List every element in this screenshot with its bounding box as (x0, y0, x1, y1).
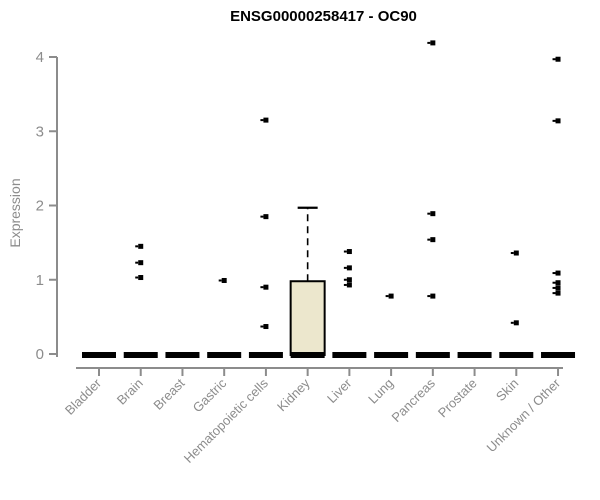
box-median-zero-bar (290, 352, 325, 358)
outlier-point-tick (135, 261, 139, 264)
x-category-label: Bladder (62, 375, 105, 418)
outlier-point-tick (427, 41, 431, 44)
box-median-zero-bar (332, 352, 367, 358)
outlier-point-tick (552, 58, 556, 61)
outlier-point-tick (135, 245, 139, 248)
box-median-zero-bar (123, 352, 158, 358)
outlier-point (555, 270, 561, 276)
box-median-zero-bar (457, 352, 492, 358)
x-category-label: Lung (365, 376, 396, 407)
x-category-label: Breast (150, 375, 187, 412)
outlier-point (346, 277, 352, 283)
outlier-point-tick (427, 295, 431, 298)
box-median-zero-bar (207, 352, 242, 358)
outlier-point-tick (343, 250, 347, 253)
outlier-point (555, 290, 561, 296)
box-median-zero-bar (165, 352, 200, 358)
outlier-point (138, 275, 144, 281)
outlier-point (430, 211, 436, 217)
x-category-label: Pancreas (389, 375, 439, 425)
outlier-point-tick (552, 292, 556, 295)
outlier-point-tick (260, 119, 264, 122)
outlier-point-tick (343, 278, 347, 281)
y-tick-label: 1 (36, 272, 44, 289)
outlier-point (555, 118, 561, 124)
outlier-point (555, 280, 561, 286)
outlier-point-tick (552, 281, 556, 284)
y-tick-label: 2 (36, 198, 44, 215)
outlier-point-tick (510, 321, 514, 324)
outlier-point-tick (260, 286, 264, 289)
outlier-point-tick (427, 212, 431, 215)
box-iqr (289, 280, 326, 356)
outlier-point-tick (510, 252, 514, 255)
outlier-point-tick (427, 238, 431, 241)
x-category-label: Unknown / Other (484, 375, 564, 455)
outlier-point-tick (552, 286, 556, 289)
x-category-label: Kidney (274, 375, 313, 414)
outlier-point (346, 282, 352, 288)
outlier-point-tick (552, 272, 556, 275)
outlier-point-tick (385, 295, 389, 298)
outlier-point (263, 284, 269, 290)
x-category-label: Skin (493, 376, 521, 404)
box-median-zero-bar (248, 352, 283, 358)
x-category-label: Brain (114, 376, 146, 408)
outlier-point-tick (343, 283, 347, 286)
outlier-point (263, 117, 269, 123)
y-tick-label: 0 (36, 346, 44, 363)
outlier-point (346, 249, 352, 255)
y-tick-label: 3 (36, 123, 44, 140)
outlier-point (138, 260, 144, 266)
outlier-point-tick (218, 279, 222, 282)
box-median-zero-bar (374, 352, 409, 358)
outlier-point (513, 250, 519, 256)
x-category-label: Prostate (435, 376, 480, 421)
outlier-point (513, 320, 519, 326)
outlier-point-tick (552, 119, 556, 122)
box-median-zero-bar (82, 352, 116, 358)
outlier-point-tick (260, 215, 264, 218)
outlier-point (263, 214, 269, 220)
y-tick-label: 4 (36, 49, 44, 66)
outlier-point (555, 56, 561, 62)
outlier-point-tick (135, 276, 139, 279)
outlier-point-tick (343, 266, 347, 269)
outlier-point (555, 285, 561, 291)
outlier-point-tick (260, 325, 264, 328)
x-category-label: Gastric (190, 375, 230, 415)
outlier-point (430, 237, 436, 243)
outlier-point (388, 293, 394, 299)
outlier-point (430, 293, 436, 299)
box-median-zero-bar (499, 352, 534, 358)
x-category-label: Liver (324, 375, 355, 406)
outlier-point (138, 243, 144, 249)
outlier-point (221, 277, 227, 283)
box-median-zero-bar (415, 352, 450, 358)
chart-title: ENSG00000258417 - OC90 (230, 8, 417, 25)
outlier-point (263, 324, 269, 330)
outlier-point (346, 265, 352, 271)
outlier-point (430, 40, 436, 46)
box-median-zero-bar (541, 352, 576, 358)
